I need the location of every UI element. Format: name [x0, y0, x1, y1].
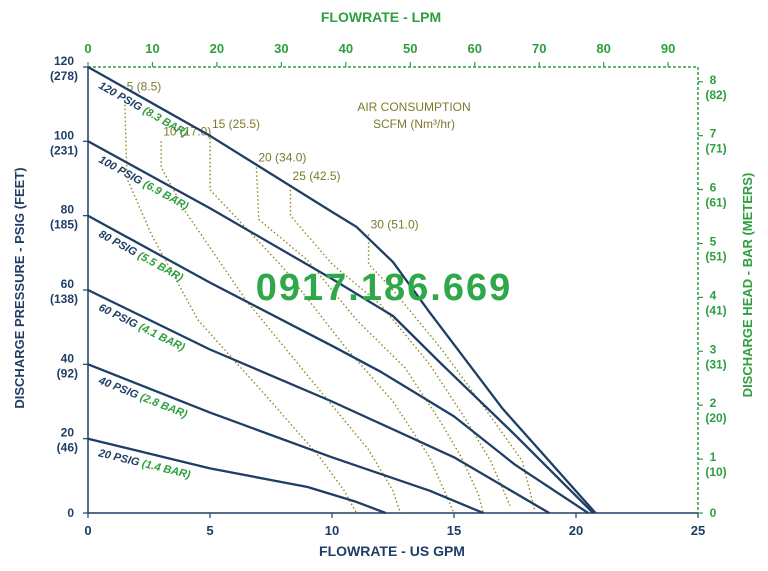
left-axis-title: DISCHARGE PRESSURE - PSIG (FEET): [12, 167, 27, 408]
curve-80-psig: [87, 214, 589, 514]
phone-watermark: 0917.186.669: [256, 267, 512, 309]
top-tick-label-3: 30: [274, 41, 288, 56]
top-tick-label-9: 90: [661, 41, 675, 56]
curve-60-psig: [87, 288, 550, 514]
air-line-label-1: 10 (17.0): [163, 124, 211, 138]
x-tick-label-5: 25: [691, 523, 705, 538]
top-tick-label-5: 50: [403, 41, 417, 56]
x-tick-label-0: 0: [84, 523, 91, 538]
curve-label-bar-4: (2.8 BAR): [138, 391, 189, 421]
air-line-label-4: 25 (42.5): [293, 169, 341, 183]
curve-label-2: 80 PSIG (5.5 BAR): [97, 228, 186, 284]
curve-120-psig: [87, 65, 597, 514]
left-tick-psig-3: 60: [61, 277, 75, 291]
right-tick-bar-7: 7: [710, 127, 717, 141]
right-tick-meters-6: (61): [705, 196, 726, 210]
air-line-label-5: 30 (51.0): [371, 217, 419, 231]
air-consumption-title: AIR CONSUMPTION: [357, 100, 470, 114]
curve-100-psig: [87, 140, 594, 514]
right-axis-title: DISCHARGE HEAD - BAR (METERS): [740, 173, 755, 398]
air-line-label-3: 20 (34.0): [258, 150, 306, 164]
right-tick-meters-3: (31): [705, 357, 726, 371]
left-tick-psig-1: 20: [61, 426, 75, 440]
left-tick-feet-3: (138): [50, 292, 78, 306]
curve-20-psig: [87, 437, 387, 515]
air-consumption-units: SCFM (Nm³/hr): [373, 117, 455, 131]
right-tick-meters-1: (10): [705, 465, 726, 479]
right-tick-bar-3: 3: [710, 342, 717, 356]
left-tick-feet-2: (92): [57, 366, 78, 380]
right-tick-bar-6: 6: [710, 181, 717, 195]
top-tick-label-8: 80: [596, 41, 610, 56]
right-tick-meters-7: (71): [705, 142, 726, 156]
air-line-3: [255, 167, 484, 514]
right-tick-meters-2: (20): [705, 411, 726, 425]
left-tick-feet-6: (278): [50, 69, 78, 83]
left-tick-psig-5: 100: [54, 128, 74, 142]
curve-40-psig: [87, 363, 484, 515]
right-tick-meters-5: (51): [705, 249, 726, 263]
right-tick-meters-4: (41): [705, 303, 726, 317]
air-line-label-0: 5 (8.5): [127, 80, 162, 94]
air-line-1: [160, 141, 401, 514]
left-tick-psig-2: 40: [61, 351, 75, 365]
air-line-4: [289, 185, 511, 506]
x-axis-title: FLOWRATE - US GPM: [319, 543, 465, 559]
left-tick-psig-0: 0: [67, 506, 74, 520]
top-tick-label-0: 0: [84, 41, 91, 56]
x-tick-label-1: 5: [206, 523, 213, 538]
x-tick-label-3: 15: [447, 523, 461, 538]
left-tick-feet-5: (231): [50, 143, 78, 157]
x-tick-label-2: 10: [325, 523, 339, 538]
curve-label-1: 100 PSIG (6.9 BAR): [97, 154, 191, 213]
right-tick-bar-5: 5: [710, 234, 717, 248]
right-tick-meters-8: (82): [705, 88, 726, 102]
x-tick-label-4: 20: [569, 523, 583, 538]
left-tick-psig-6: 120: [54, 54, 74, 68]
right-tick-bar-0: 0: [710, 506, 717, 520]
top-tick-label-7: 70: [532, 41, 546, 56]
right-tick-bar-8: 8: [710, 73, 717, 87]
right-tick-bar-4: 4: [710, 288, 717, 302]
left-tick-feet-1: (46): [57, 441, 78, 455]
air-line-label-2: 15 (25.5): [212, 117, 260, 131]
top-tick-label-4: 40: [339, 41, 353, 56]
top-tick-label-2: 20: [210, 41, 224, 56]
right-tick-bar-2: 2: [710, 396, 717, 410]
left-tick-psig-4: 80: [61, 203, 75, 217]
top-tick-label-1: 10: [145, 41, 159, 56]
right-tick-bar-1: 1: [710, 450, 717, 464]
curve-label-3: 60 PSIG (4.1 BAR): [97, 302, 187, 354]
curve-label-psig-4: 40 PSIG: [96, 375, 143, 403]
top-tick-label-6: 60: [468, 41, 482, 56]
left-tick-feet-4: (185): [50, 218, 78, 232]
top-axis-title: FLOWRATE - LPM: [321, 9, 441, 25]
